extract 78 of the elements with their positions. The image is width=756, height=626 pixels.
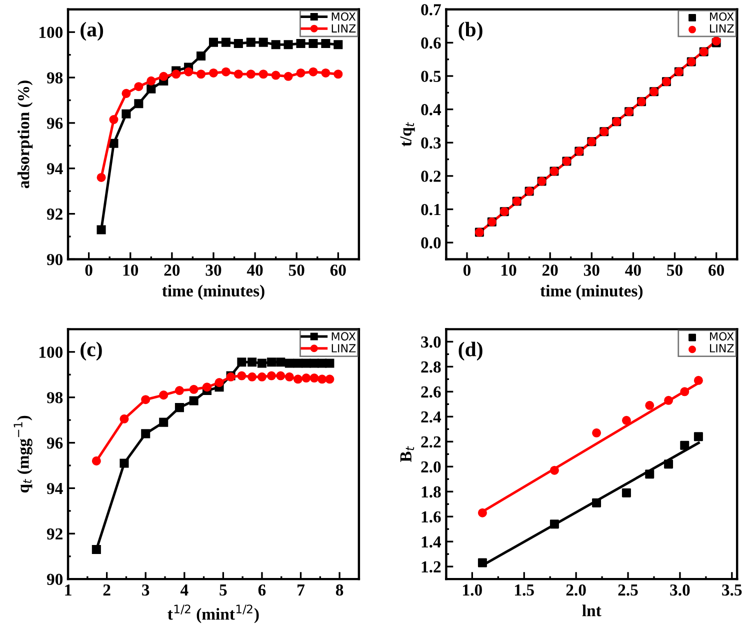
x-tick-label: 30 <box>206 264 222 276</box>
y-tick-label: 2.8 <box>421 361 441 373</box>
x-tick-label: 10 <box>123 264 138 276</box>
x-tick-label: 10 <box>502 264 516 276</box>
y-tick-label: 98 <box>46 392 63 404</box>
x-tick-label: 7 <box>298 584 305 596</box>
y-axis-title: q$_{t}$ (mgg$^{−1}$) <box>14 416 32 493</box>
x-tick-label: 5 <box>220 584 227 596</box>
y-tick-label: 1.2 <box>422 561 441 573</box>
x-tick-label: 1.5 <box>515 584 534 596</box>
y-axis-title: t/q$_{t}$ <box>400 122 415 146</box>
x-tick-label: 40 <box>246 264 263 276</box>
y-tick-label: 2.4 <box>421 411 442 423</box>
x-tick-label: 2 <box>103 584 110 596</box>
x-tick-label: 2.0 <box>566 584 586 596</box>
legend-label: MOX <box>710 332 734 341</box>
y-axis-title: adsorption (%) <box>18 80 33 188</box>
legend-label: LINZ <box>332 344 356 352</box>
x-tick-label: 0 <box>463 264 471 276</box>
y-tick-label: 0.3 <box>421 137 441 149</box>
annotation: (c) <box>80 342 102 361</box>
x-tick-label: 3.5 <box>722 584 742 596</box>
y-tick-label: 0.4 <box>421 104 442 116</box>
x-tick-label: 8 <box>336 584 344 596</box>
x-tick-label: 4 <box>180 584 188 596</box>
y-tick-label: 100 <box>40 346 63 358</box>
x-axis-title: time (minutes) <box>540 284 643 300</box>
x-tick-label: 20 <box>164 264 180 276</box>
y-tick-label: 0.7 <box>421 4 441 16</box>
legend-label: LINZ <box>332 24 356 32</box>
x-tick-label: 60 <box>708 264 724 276</box>
y-tick-label: 94 <box>46 482 63 494</box>
x-tick-label: 1.0 <box>463 584 482 596</box>
y-tick-label: 98 <box>46 72 63 84</box>
y-tick-label: 0.2 <box>421 170 441 182</box>
y-tick-label: 90 <box>46 254 63 266</box>
y-tick-label: 1.8 <box>422 486 441 498</box>
y-axis-title: B$_{t}$ <box>400 446 414 462</box>
x-tick-label: 50 <box>288 264 304 276</box>
y-tick-label: 96 <box>46 118 63 129</box>
annotation: (a) <box>80 22 104 41</box>
y-tick-label: 2.6 <box>421 386 441 398</box>
legend-label: LINZ <box>710 24 734 32</box>
y-tick-label: 2.2 <box>421 436 441 448</box>
y-tick-label: 0.6 <box>421 37 441 49</box>
legend-label: LINZ <box>710 344 734 352</box>
x-tick-label: 3 <box>142 584 150 596</box>
x-tick-label: 1 <box>65 584 72 596</box>
x-tick-label: 2.5 <box>618 584 638 596</box>
y-tick-label: 0.5 <box>421 70 441 82</box>
x-tick-label: 0 <box>85 264 92 276</box>
legend-label: MOX <box>332 332 356 341</box>
x-axis-title: t$^{1/2}$ (mint$^{1/2}$) <box>168 604 259 624</box>
y-tick-label: 0.0 <box>421 237 441 249</box>
y-tick-label: 96 <box>46 438 63 449</box>
y-tick-label: 3.0 <box>421 336 441 348</box>
y-tick-label: 1.6 <box>422 511 441 523</box>
x-axis-title: lnt <box>582 604 602 616</box>
x-tick-label: 30 <box>584 264 600 276</box>
legend-label: MOX <box>332 12 356 21</box>
x-axis-title: time (minutes) <box>162 284 264 300</box>
y-tick-label: 1.4 <box>422 536 442 548</box>
y-tick-label: 94 <box>46 163 63 174</box>
x-tick-label: 40 <box>625 264 641 276</box>
x-tick-label: 6 <box>258 584 266 596</box>
y-tick-label: 92 <box>46 208 62 220</box>
x-tick-label: 20 <box>542 264 558 276</box>
y-tick-label: 100 <box>40 26 63 38</box>
y-tick-label: 0.1 <box>421 204 440 216</box>
annotation: (d) <box>458 342 482 361</box>
x-tick-label: 50 <box>667 264 682 276</box>
legend-label: MOX <box>710 12 734 21</box>
annotation: (b) <box>458 22 482 41</box>
x-tick-label: 60 <box>330 264 346 276</box>
y-tick-label: 92 <box>46 528 62 540</box>
y-tick-label: 90 <box>46 574 63 585</box>
y-tick-label: 2.0 <box>421 461 441 473</box>
x-tick-label: 3.0 <box>670 584 690 596</box>
